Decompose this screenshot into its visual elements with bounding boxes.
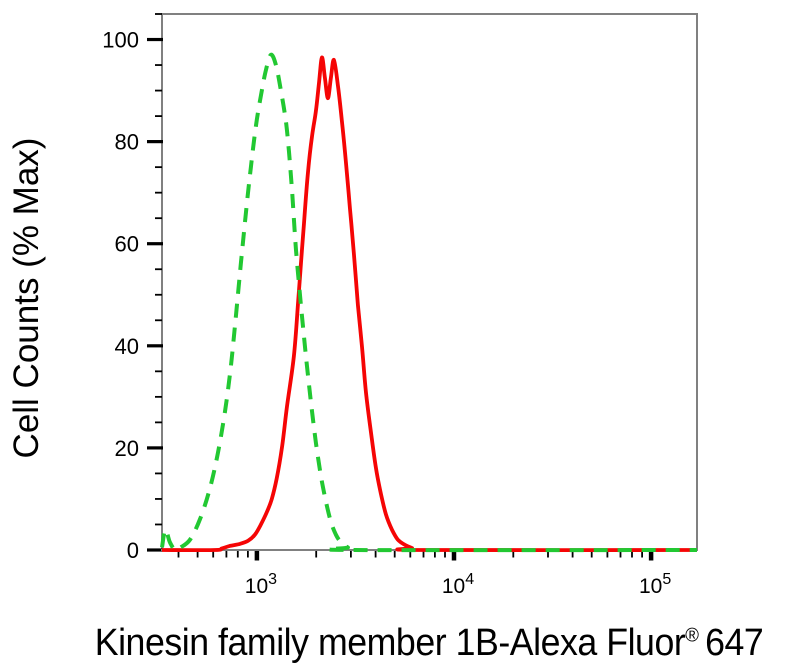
- x-tick-label: 105: [639, 571, 671, 598]
- x-axis-title-text: Kinesin family member 1B-Alexa Fluor: [94, 622, 686, 664]
- x-axis-title: Kinesin family member 1B-Alexa Fluor® 647: [95, 622, 764, 666]
- red-solid-stained-sample-curve: [161, 55, 698, 553]
- y-axis: 0 20 40 60 80 100: [102, 13, 163, 563]
- x-tick-label: 104: [442, 571, 474, 598]
- y-tick-label: 80: [115, 130, 139, 155]
- plot-border: [161, 13, 698, 551]
- x-axis-title-suffix: 647: [705, 622, 764, 664]
- y-tick-label: 20: [115, 436, 139, 461]
- x-tick-label: 103: [245, 571, 277, 598]
- y-tick-label: 100: [102, 28, 139, 53]
- y-tick-label: 0: [127, 538, 139, 563]
- x-axis: 103 104 105: [161, 549, 698, 598]
- registered-symbol: ®: [685, 624, 699, 647]
- y-tick-label: 40: [115, 334, 139, 359]
- green-dashed-control-curve: [160, 52, 698, 553]
- y-tick-label: 60: [115, 232, 139, 257]
